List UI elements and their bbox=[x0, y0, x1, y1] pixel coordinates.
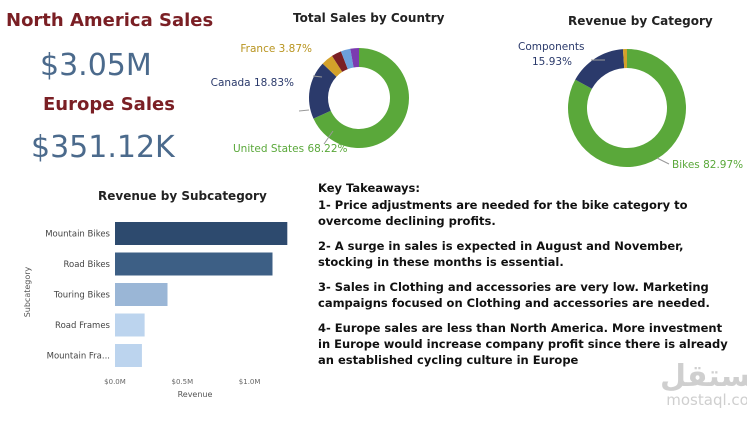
x-tick-label: $0.5M bbox=[171, 378, 193, 386]
bar-road-frames[interactable] bbox=[115, 313, 145, 337]
takeaway-item: 2- A surge in sales is expected in Augus… bbox=[318, 239, 684, 269]
north-america-sales-title: North America Sales bbox=[6, 10, 214, 31]
bar-category-label: Mountain Fra... bbox=[47, 352, 110, 362]
subcategory-bar-chart[interactable]: Subcategory Mountain Bikes Road Bikes Tour… bbox=[20, 212, 310, 402]
slice-other-2[interactable] bbox=[340, 48, 354, 70]
bar-touring-bikes[interactable] bbox=[115, 283, 168, 306]
europe-sales-title: Europe Sales bbox=[43, 94, 175, 115]
slice-bikes[interactable] bbox=[568, 49, 686, 167]
bar-road-bikes[interactable] bbox=[115, 252, 273, 276]
category-donut-ring bbox=[568, 49, 686, 167]
bikes-leader-line bbox=[656, 157, 670, 165]
france-leader-line bbox=[312, 75, 323, 78]
bar-mountain-bikes[interactable] bbox=[115, 222, 288, 245]
canada-leader-line bbox=[298, 109, 310, 112]
france-label: France 3.87% bbox=[240, 43, 312, 55]
bar-mountain-fra[interactable] bbox=[115, 344, 142, 367]
watermark-arabic: مستقل bbox=[660, 359, 747, 394]
mostaql-watermark: مستقل mostaql.com bbox=[660, 359, 747, 409]
components-label-line2: 15.93% bbox=[532, 56, 572, 68]
europe-sales-value: $351.12K bbox=[31, 130, 175, 165]
category-donut-chart[interactable]: Components 15.93% Bikes 82.97% bbox=[505, 30, 747, 175]
slice-components[interactable] bbox=[575, 49, 625, 89]
country-chart-title: Total Sales by Country bbox=[293, 11, 445, 25]
country-donut-ring bbox=[309, 48, 410, 148]
takeaway-item: 1- Price adjustments are needed for the … bbox=[318, 198, 688, 228]
us-leader-line bbox=[323, 130, 334, 145]
canada-label: Canada 18.83% bbox=[211, 77, 294, 89]
bar-category-label: Mountain Bikes bbox=[45, 230, 110, 240]
slice-other-1[interactable] bbox=[331, 51, 348, 72]
country-donut-chart[interactable]: France 3.87% Canada 18.83% United States… bbox=[200, 28, 430, 163]
subcategory-chart-title: Revenue by Subcategory bbox=[98, 189, 267, 203]
x-tick-label: $1.0M bbox=[239, 378, 261, 386]
slice-france[interactable] bbox=[322, 55, 343, 77]
bar-category-label: Touring Bikes bbox=[53, 291, 111, 301]
y-axis-label: Subcategory bbox=[23, 266, 32, 317]
slice-other[interactable] bbox=[622, 49, 627, 69]
united-states-label: United States 68.22% bbox=[233, 143, 347, 155]
watermark-latin: mostaql.com bbox=[666, 391, 747, 409]
category-chart-title: Revenue by Category bbox=[568, 14, 713, 28]
key-takeaways: Key Takeaways: 1- Price adjustments are … bbox=[318, 180, 738, 377]
bar-category-label: Road Frames bbox=[55, 321, 111, 331]
slice-canada[interactable] bbox=[309, 63, 337, 119]
x-axis-label: Revenue bbox=[178, 390, 213, 399]
slice-united-states[interactable] bbox=[313, 48, 410, 148]
takeaways-heading: Key Takeaways: bbox=[318, 181, 421, 195]
bikes-label: Bikes 82.97% bbox=[672, 159, 743, 171]
north-america-sales-value: $3.05M bbox=[40, 48, 152, 83]
takeaway-item: 3- Sales in Clothing and accessories are… bbox=[318, 280, 710, 310]
bar-category-label: Road Bikes bbox=[63, 260, 110, 270]
x-tick-label: $0.0M bbox=[104, 378, 126, 386]
takeaway-item: 4- Europe sales are less than North Amer… bbox=[318, 321, 728, 367]
slice-other-3[interactable] bbox=[350, 48, 359, 68]
components-label-line1: Components bbox=[518, 41, 584, 53]
bar-group: Mountain Bikes Road Bikes Touring Bikes Roa… bbox=[45, 222, 288, 386]
